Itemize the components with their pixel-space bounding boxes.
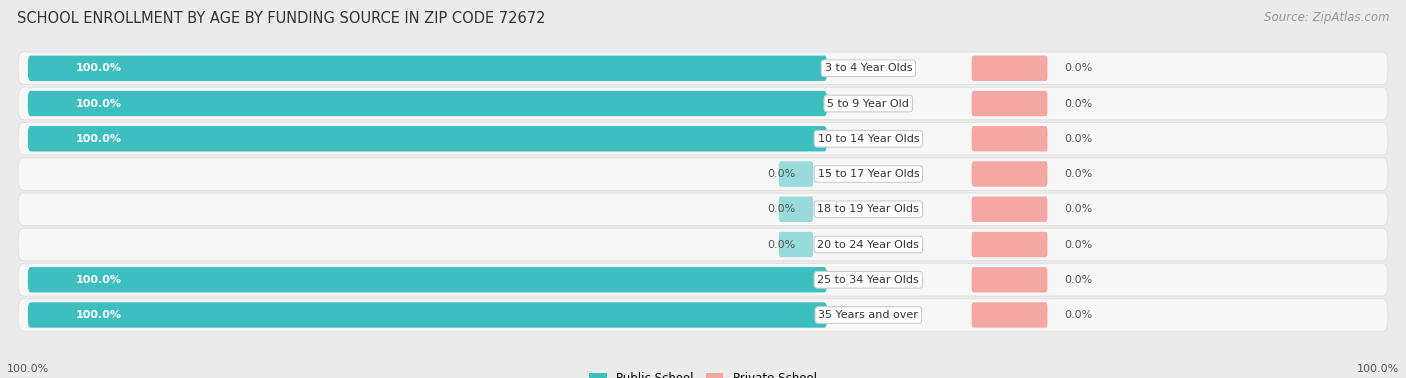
FancyBboxPatch shape bbox=[779, 161, 813, 187]
FancyBboxPatch shape bbox=[18, 263, 1388, 296]
Text: 18 to 19 Year Olds: 18 to 19 Year Olds bbox=[817, 204, 920, 214]
FancyBboxPatch shape bbox=[28, 56, 827, 81]
FancyBboxPatch shape bbox=[28, 302, 827, 328]
Text: 0.0%: 0.0% bbox=[1064, 310, 1092, 320]
FancyBboxPatch shape bbox=[972, 56, 1047, 81]
Text: 3 to 4 Year Olds: 3 to 4 Year Olds bbox=[824, 63, 912, 73]
Text: 0.0%: 0.0% bbox=[1064, 99, 1092, 108]
FancyBboxPatch shape bbox=[972, 232, 1047, 257]
FancyBboxPatch shape bbox=[18, 87, 1388, 120]
Text: 0.0%: 0.0% bbox=[768, 169, 796, 179]
Text: 0.0%: 0.0% bbox=[1064, 63, 1092, 73]
Text: 0.0%: 0.0% bbox=[768, 204, 796, 214]
FancyBboxPatch shape bbox=[18, 299, 1388, 331]
Text: 100.0%: 100.0% bbox=[7, 364, 49, 374]
FancyBboxPatch shape bbox=[18, 122, 1388, 155]
FancyBboxPatch shape bbox=[18, 52, 1388, 85]
FancyBboxPatch shape bbox=[972, 91, 1047, 116]
Text: 0.0%: 0.0% bbox=[1064, 134, 1092, 144]
FancyBboxPatch shape bbox=[28, 126, 827, 152]
Text: 0.0%: 0.0% bbox=[1064, 240, 1092, 249]
FancyBboxPatch shape bbox=[28, 91, 827, 116]
FancyBboxPatch shape bbox=[779, 232, 813, 257]
FancyBboxPatch shape bbox=[18, 193, 1388, 226]
Text: 15 to 17 Year Olds: 15 to 17 Year Olds bbox=[817, 169, 920, 179]
Text: 0.0%: 0.0% bbox=[1064, 204, 1092, 214]
Text: 100.0%: 100.0% bbox=[1357, 364, 1399, 374]
Text: 100.0%: 100.0% bbox=[76, 310, 122, 320]
Text: 25 to 34 Year Olds: 25 to 34 Year Olds bbox=[817, 275, 920, 285]
Text: 0.0%: 0.0% bbox=[1064, 275, 1092, 285]
Text: 0.0%: 0.0% bbox=[1064, 169, 1092, 179]
Text: 20 to 24 Year Olds: 20 to 24 Year Olds bbox=[817, 240, 920, 249]
Text: 100.0%: 100.0% bbox=[76, 99, 122, 108]
FancyBboxPatch shape bbox=[972, 126, 1047, 152]
Text: 5 to 9 Year Old: 5 to 9 Year Old bbox=[827, 99, 910, 108]
FancyBboxPatch shape bbox=[972, 197, 1047, 222]
FancyBboxPatch shape bbox=[972, 302, 1047, 328]
Text: 35 Years and over: 35 Years and over bbox=[818, 310, 918, 320]
FancyBboxPatch shape bbox=[28, 267, 827, 293]
Text: SCHOOL ENROLLMENT BY AGE BY FUNDING SOURCE IN ZIP CODE 72672: SCHOOL ENROLLMENT BY AGE BY FUNDING SOUR… bbox=[17, 11, 546, 26]
Text: 100.0%: 100.0% bbox=[76, 275, 122, 285]
FancyBboxPatch shape bbox=[18, 158, 1388, 190]
Text: 0.0%: 0.0% bbox=[768, 240, 796, 249]
Text: 100.0%: 100.0% bbox=[76, 63, 122, 73]
Text: 10 to 14 Year Olds: 10 to 14 Year Olds bbox=[817, 134, 920, 144]
Text: 100.0%: 100.0% bbox=[76, 134, 122, 144]
FancyBboxPatch shape bbox=[972, 161, 1047, 187]
Text: Source: ZipAtlas.com: Source: ZipAtlas.com bbox=[1264, 11, 1389, 24]
FancyBboxPatch shape bbox=[972, 267, 1047, 293]
FancyBboxPatch shape bbox=[779, 197, 813, 222]
Legend: Public School, Private School: Public School, Private School bbox=[585, 367, 821, 378]
FancyBboxPatch shape bbox=[18, 228, 1388, 261]
